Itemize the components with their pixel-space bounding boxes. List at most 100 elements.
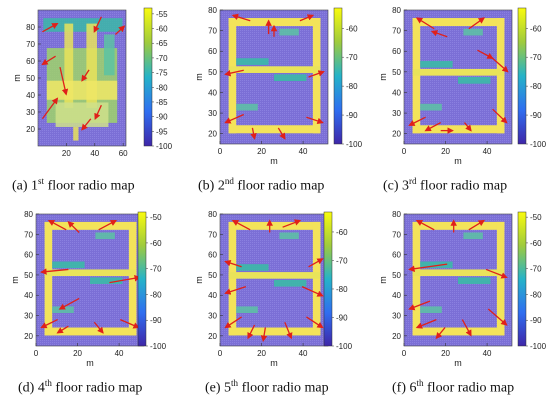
corridor-high-signal <box>412 125 505 134</box>
direction-arrow <box>284 321 293 340</box>
y-tick-label: 50 <box>26 74 35 83</box>
direction-arrow <box>224 285 247 295</box>
y-tick-label: 60 <box>24 251 33 260</box>
y-tick-label: 80 <box>208 210 217 219</box>
x-tick-label: 20 <box>62 149 71 158</box>
colorbar-tick-label: -60 <box>150 239 162 248</box>
corridor-high-signal <box>44 221 53 336</box>
direction-arrow <box>41 55 56 66</box>
x-tick-label: 20 <box>441 147 450 156</box>
y-tick-label: 60 <box>208 47 217 56</box>
heatmap-region <box>46 80 118 100</box>
y-tick-label: 80 <box>392 210 401 219</box>
x-tick-label: 0 <box>218 349 223 358</box>
heatmap-region <box>73 126 79 141</box>
corridor-high-signal <box>412 327 505 336</box>
heatmap-region <box>420 306 442 313</box>
colorbar-tick-label: -70 <box>336 256 348 265</box>
colorbar-tick-label: -60 <box>530 24 542 33</box>
direction-arrow <box>40 319 58 329</box>
y-tick-label: 20 <box>26 125 35 134</box>
direction-arrow <box>487 308 508 326</box>
corridor-high-signal <box>228 327 321 336</box>
x-tick-label: 20 <box>257 147 266 156</box>
x-tick-label: 20 <box>73 349 82 358</box>
colorbar <box>517 211 527 347</box>
y-tick-label: 60 <box>392 47 401 56</box>
y-tick-label: 50 <box>24 271 33 280</box>
corridor-high-signal <box>228 66 321 73</box>
corridor-high-signal <box>44 269 137 277</box>
corridor-high-signal <box>412 18 505 27</box>
y-tick-label: 40 <box>392 88 401 97</box>
colorbar-tick-label: -60 <box>156 25 168 34</box>
x-tick-label: 0 <box>402 349 407 358</box>
heatmap-region <box>279 232 299 240</box>
corridor-high-signal <box>228 221 321 230</box>
heatmap-region <box>86 23 97 108</box>
corridor-high-signal <box>312 18 321 134</box>
heatmap-region <box>236 306 258 313</box>
y-tick-label: 70 <box>208 27 217 36</box>
caption-d: (d) 4th floor radio map <box>18 378 143 396</box>
x-tick-label: 60 <box>119 149 128 158</box>
heatmap-region <box>90 277 123 284</box>
x-tick-label: 20 <box>441 349 450 358</box>
y-tick-label: 20 <box>24 332 33 341</box>
direction-arrow <box>430 30 448 38</box>
colorbar-tick-label: -80 <box>530 82 542 91</box>
y-tick-label: 70 <box>208 230 217 239</box>
corridor-high-signal <box>228 272 321 279</box>
corridor-high-signal <box>412 269 505 277</box>
heatmap-region <box>64 23 74 108</box>
colorbar-tick-label: -60 <box>346 24 358 33</box>
caption-e: (e) 5th floor radio map <box>205 378 329 396</box>
y-axis-label: m <box>378 73 388 81</box>
colorbar-tick-label: -90 <box>336 313 348 322</box>
direction-arrow <box>224 113 245 124</box>
direction-arrow <box>81 69 90 82</box>
colorbar-tick-label: -50 <box>530 213 542 222</box>
y-tick-label: 20 <box>392 130 401 139</box>
heatmap-region <box>420 60 453 68</box>
y-tick-label: 40 <box>26 91 35 100</box>
colorbar <box>137 211 147 347</box>
direction-arrow <box>93 16 102 33</box>
y-tick-label: 40 <box>24 291 33 300</box>
colorbar <box>323 211 333 347</box>
x-tick-label: 40 <box>483 147 492 156</box>
direction-arrow <box>94 104 102 120</box>
y-tick-label: 30 <box>392 109 401 118</box>
direction-arrow <box>231 219 251 231</box>
y-tick-label: 20 <box>392 332 401 341</box>
direction-arrow <box>408 300 431 311</box>
direction-arrow <box>231 13 251 22</box>
heatmap-region <box>420 103 442 111</box>
colorbar-tick-label: -60 <box>336 228 348 237</box>
y-tick-label: 60 <box>26 57 35 66</box>
caption-a: (a) 1st floor radio map <box>12 176 135 194</box>
y-tick-label: 50 <box>208 271 217 280</box>
colorbar-tick-label: -90 <box>150 316 162 325</box>
x-tick-label: 20 <box>257 349 266 358</box>
direction-arrow <box>93 321 104 334</box>
heatmap-region <box>95 232 115 240</box>
y-tick-label: 50 <box>392 68 401 77</box>
y-tick-label: 40 <box>208 88 217 97</box>
y-tick-label: 50 <box>392 271 401 280</box>
corridor-high-signal <box>44 221 137 230</box>
colorbar-tick-label: -100 <box>346 140 363 149</box>
direction-arrow <box>468 219 486 231</box>
x-tick-label: 0 <box>402 147 407 156</box>
heatmap-region <box>420 261 453 269</box>
colorbar-tick-label: -70 <box>150 265 162 274</box>
x-axis-label: m <box>270 358 278 368</box>
direction-arrow <box>56 325 69 334</box>
y-tick-label: 20 <box>208 130 217 139</box>
radio-map-panel-1: 20 30 40 50 60 70 80 20 40 60 m -55 -60 -65 -70 -75 -80 -… <box>12 7 173 158</box>
colorbar-tick-label: -60 <box>530 239 542 248</box>
y-tick-label: 30 <box>392 312 401 321</box>
y-tick-label: 70 <box>392 27 401 36</box>
colorbar-tick-label: -80 <box>336 285 348 294</box>
